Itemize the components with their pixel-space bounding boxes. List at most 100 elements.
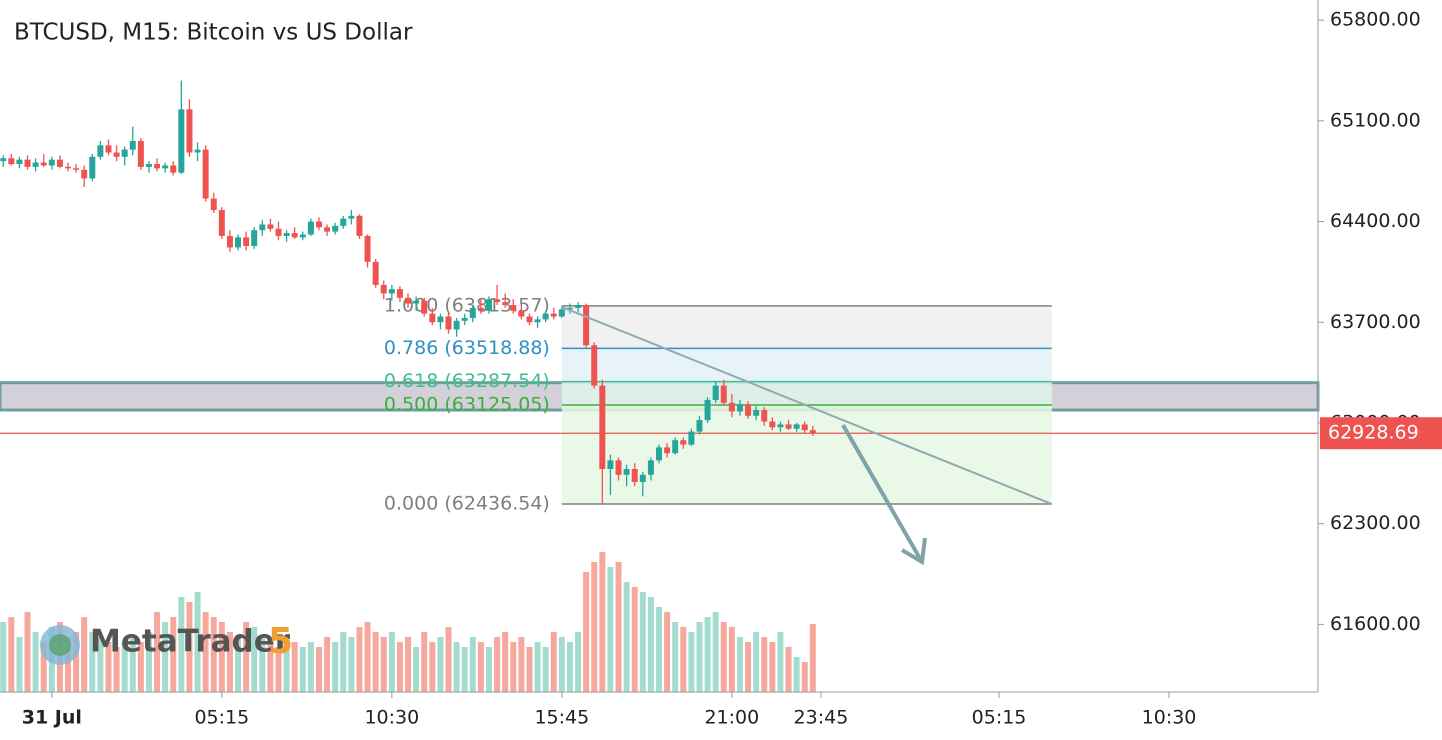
volume-bar bbox=[65, 637, 72, 692]
volume-bar bbox=[243, 622, 250, 692]
candle-body bbox=[639, 474, 646, 482]
watermark: MetaTrader 5 bbox=[40, 621, 293, 665]
candle-body bbox=[388, 289, 395, 294]
candle-body bbox=[712, 385, 719, 400]
fib-label: 0.000 (62436.54) bbox=[384, 493, 550, 515]
fib-label: 1.000 (63813.57) bbox=[384, 294, 550, 316]
volume-bar bbox=[566, 642, 573, 692]
candle-body bbox=[518, 310, 525, 317]
volume-bar bbox=[526, 647, 533, 692]
candle-body bbox=[558, 309, 565, 317]
candle-body bbox=[129, 140, 136, 150]
volume-bar bbox=[599, 552, 606, 692]
volume-bar bbox=[575, 632, 582, 692]
volume-bar bbox=[801, 662, 808, 692]
volume-bar bbox=[437, 637, 444, 692]
volume-bar bbox=[40, 642, 47, 692]
candle-body bbox=[429, 313, 436, 323]
candle-body bbox=[137, 140, 144, 167]
volume-bar bbox=[178, 597, 185, 692]
candle-body bbox=[777, 424, 784, 428]
volume-bar bbox=[712, 612, 719, 692]
candle-body bbox=[202, 149, 209, 199]
volume-bar bbox=[429, 642, 436, 692]
volume-bar bbox=[736, 637, 743, 692]
candle-body bbox=[97, 145, 104, 157]
x-tick-label: 05:15 bbox=[972, 707, 1027, 729]
candle-body bbox=[599, 385, 606, 470]
volume-bar bbox=[356, 627, 363, 692]
candle-body bbox=[299, 234, 306, 238]
candle-body bbox=[380, 284, 387, 294]
volume-bar bbox=[283, 637, 290, 692]
trendline bbox=[561, 306, 1053, 506]
volume-bar bbox=[16, 637, 23, 692]
candle-body bbox=[315, 221, 322, 228]
fib-zone bbox=[561, 305, 1052, 349]
volume-bar bbox=[550, 632, 557, 692]
watermark-number: 5 bbox=[268, 621, 293, 662]
volume-bar bbox=[73, 632, 80, 692]
candle-body bbox=[542, 313, 549, 320]
volume-bar bbox=[688, 632, 695, 692]
volume-bar bbox=[388, 632, 395, 692]
candle-body bbox=[32, 162, 39, 167]
candle-body bbox=[728, 402, 735, 412]
volume-bar bbox=[121, 642, 128, 692]
candle-body bbox=[186, 109, 193, 153]
candle-body bbox=[396, 289, 403, 298]
candle-body bbox=[162, 165, 169, 169]
candle-body bbox=[16, 159, 23, 165]
volume-bar bbox=[704, 617, 711, 692]
volume-bar bbox=[259, 637, 266, 692]
volume-bar bbox=[809, 624, 816, 692]
candle-body bbox=[647, 460, 654, 475]
candle-body bbox=[48, 159, 55, 166]
volume-bar bbox=[380, 637, 387, 692]
axes-layer: 65800.0065100.0064400.0063700.0063000.00… bbox=[22, 9, 1442, 729]
candle-body bbox=[283, 233, 290, 236]
volume-bar bbox=[728, 627, 735, 692]
candle-body bbox=[753, 410, 760, 416]
volume-bar bbox=[194, 592, 201, 692]
volume-bar bbox=[81, 617, 88, 692]
volume-bar bbox=[235, 637, 242, 692]
volume-bar bbox=[315, 647, 322, 692]
volume-bar bbox=[558, 637, 565, 692]
candle-body bbox=[154, 164, 161, 169]
volume-bar bbox=[502, 632, 509, 692]
x-tick-label: 15:45 bbox=[534, 707, 589, 729]
candle-body bbox=[656, 447, 662, 461]
volume-bar bbox=[623, 582, 630, 692]
candle-body bbox=[801, 424, 808, 431]
volume-bar bbox=[340, 632, 347, 692]
candle-body bbox=[704, 399, 711, 421]
candle-body bbox=[226, 235, 233, 248]
candle-body bbox=[121, 149, 128, 157]
volume-bar bbox=[218, 622, 225, 692]
candle-body bbox=[89, 156, 96, 179]
volume-bar bbox=[267, 642, 274, 692]
candle-body bbox=[631, 469, 638, 482]
candle-body bbox=[477, 307, 484, 311]
candle-body bbox=[793, 424, 800, 429]
volume-bar bbox=[510, 642, 517, 692]
volume-bar bbox=[461, 647, 468, 692]
volume-bar bbox=[542, 647, 549, 692]
candle-body bbox=[275, 228, 282, 236]
volume-bar bbox=[396, 642, 403, 692]
candle-body bbox=[307, 221, 314, 235]
candle-body bbox=[73, 168, 80, 170]
background-layer: 1.000 (63813.57) 0.786 (63518.88) 0.618 (6… bbox=[0, 294, 1320, 515]
candle-body bbox=[680, 440, 687, 445]
volume-bar bbox=[24, 612, 31, 692]
x-tick-label: 10:30 bbox=[364, 707, 419, 729]
volume-bar bbox=[785, 647, 792, 692]
candle-body bbox=[688, 431, 695, 445]
volume-bar bbox=[672, 622, 679, 692]
candle-body bbox=[510, 304, 517, 311]
arrow bbox=[841, 424, 927, 566]
candle-body bbox=[364, 235, 371, 262]
volume-bar bbox=[421, 632, 428, 692]
